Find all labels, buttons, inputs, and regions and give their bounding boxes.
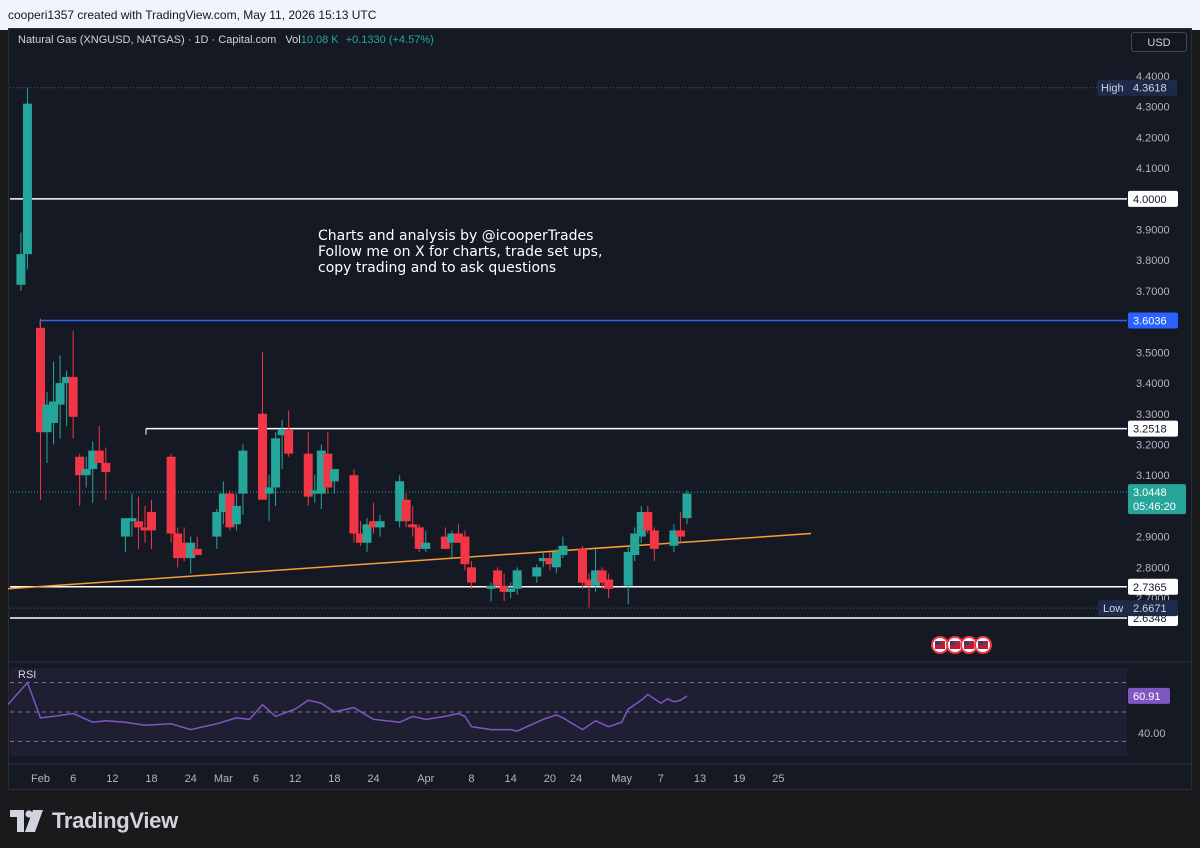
volume-value: 10.08 K [300, 34, 339, 46]
price-change: +0.1330 (+4.57%) [345, 34, 434, 46]
tradingview-logo-icon [10, 810, 43, 832]
footer [0, 794, 1200, 848]
top-banner: cooperi1357 created with TradingView.com… [0, 0, 1200, 30]
currency-button[interactable]: USD [1131, 32, 1187, 52]
symbol-legend[interactable]: Natural Gas (XNGUSD, NATGAS) · 1D · Capi… [18, 34, 434, 46]
tradingview-logo[interactable]: TradingView [10, 808, 178, 834]
symbol-info: Natural Gas (XNGUSD, NATGAS) · 1D · Capi… [18, 34, 277, 46]
chart-panel[interactable] [8, 28, 1192, 790]
created-by-text: cooperi1357 created with TradingView.com… [8, 8, 377, 22]
tradingview-brand-text: TradingView [52, 808, 178, 833]
volume-label: Vol [285, 34, 301, 46]
